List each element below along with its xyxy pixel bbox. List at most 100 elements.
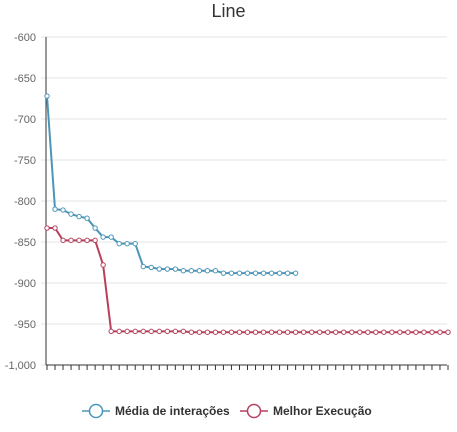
data-point [180, 328, 187, 335]
data-point [228, 270, 235, 276]
data-point [357, 329, 363, 335]
data-point [204, 268, 211, 274]
series-line [47, 227, 448, 334]
y-tick-label: -1,000 [5, 360, 36, 372]
data-point [44, 93, 50, 99]
y-tick-label: -700 [14, 114, 36, 126]
data-point [228, 329, 235, 335]
y-tick-label: -900 [14, 278, 36, 290]
data-point [244, 270, 251, 276]
data-point [108, 328, 114, 335]
series-line [46, 95, 296, 275]
data-point [172, 328, 179, 335]
data-point [124, 240, 130, 247]
data-point [341, 329, 347, 335]
data-point [325, 329, 331, 335]
data-point [316, 329, 323, 335]
data-point [333, 329, 339, 335]
data-point [108, 234, 114, 240]
data-point [292, 329, 299, 335]
data-point [236, 270, 243, 276]
data-point [44, 225, 50, 231]
data-point [284, 270, 291, 276]
chart-title: Line [211, 1, 246, 21]
data-point [220, 329, 227, 335]
data-point [437, 329, 443, 335]
data-point [196, 329, 203, 335]
data-point [397, 329, 403, 335]
data-point [132, 328, 138, 335]
data-point [100, 234, 106, 240]
data-point [180, 268, 187, 274]
data-point [252, 329, 259, 335]
y-tick-label: -950 [14, 319, 36, 331]
data-point [156, 328, 162, 335]
data-point [373, 329, 379, 335]
data-point [84, 215, 90, 221]
data-point [140, 263, 146, 270]
data-point [116, 328, 122, 335]
data-point [148, 328, 154, 335]
data-point [116, 240, 122, 247]
data-point [92, 225, 98, 231]
data-point [164, 328, 171, 335]
data-point [365, 329, 371, 335]
y-tick-label: -800 [14, 196, 36, 208]
data-point [260, 270, 267, 276]
legend-label[interactable]: Melhor Execução [273, 404, 372, 418]
data-point [349, 329, 355, 335]
data-point [84, 237, 90, 244]
data-point [100, 262, 106, 268]
data-point [76, 237, 82, 244]
data-point [148, 264, 154, 271]
data-point [421, 329, 427, 335]
y-tick-label: -750 [14, 155, 36, 167]
data-point [52, 225, 58, 231]
data-point [268, 329, 275, 335]
y-tick-label: -650 [14, 73, 36, 85]
data-point [308, 329, 315, 335]
legend-label[interactable]: Média de interações [115, 404, 230, 418]
data-point [196, 268, 203, 274]
data-point [260, 329, 267, 335]
data-point [52, 206, 58, 212]
data-point [92, 237, 98, 244]
data-point [76, 213, 82, 220]
data-point [413, 329, 419, 335]
data-point [124, 328, 130, 335]
data-point [220, 270, 227, 276]
data-point [140, 328, 146, 335]
data-point [172, 266, 179, 272]
data-point [300, 329, 307, 335]
data-point [188, 329, 195, 335]
data-point [445, 329, 451, 335]
data-point [276, 329, 283, 335]
y-tick-label: -850 [14, 237, 36, 249]
data-point [429, 329, 435, 335]
data-point [68, 237, 74, 244]
data-point [292, 270, 299, 276]
data-point [132, 240, 138, 247]
data-point [156, 266, 162, 272]
y-tick-label: -600 [14, 32, 36, 44]
data-point [60, 207, 66, 213]
data-point [212, 329, 219, 335]
data-point [212, 268, 219, 274]
data-point [244, 329, 251, 335]
data-point [60, 237, 66, 244]
legend-marker[interactable] [88, 403, 104, 419]
data-point [389, 329, 395, 335]
data-point [204, 329, 211, 335]
data-point [276, 270, 283, 276]
legend-marker[interactable] [246, 403, 262, 419]
data-point [236, 329, 243, 335]
data-point [252, 270, 259, 276]
data-point [268, 270, 275, 276]
data-point [188, 268, 195, 274]
data-point [405, 329, 411, 335]
data-point [381, 329, 387, 335]
data-point [164, 266, 171, 272]
data-point [68, 211, 74, 217]
